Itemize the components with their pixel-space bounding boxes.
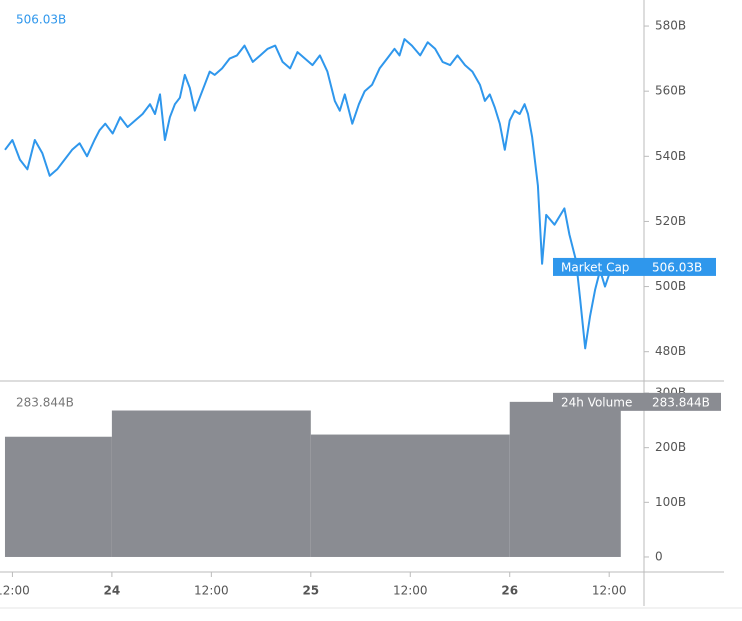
volume-bar [111, 410, 311, 557]
value-tag-value: 506.03B [652, 260, 702, 274]
y-tick-label: 560B [655, 84, 686, 98]
current-value-label: 506.03B [16, 13, 66, 27]
value-tag-value: 283.844B [652, 395, 710, 409]
value-tag [553, 392, 721, 411]
x-tick-label: 12:00 [592, 584, 627, 598]
x-tick-label: 25 [302, 584, 319, 598]
x-tick-label: 12:00 [393, 584, 428, 598]
value-tag-name: Market Cap [561, 260, 629, 274]
value-tag-name: 24h Volume [561, 395, 632, 409]
x-tick-label: 26 [501, 584, 518, 598]
volume-bar [310, 434, 510, 557]
y-tick-label: 520B [655, 214, 686, 228]
y-tick-label: 580B [655, 19, 686, 33]
current-value-label: 283.844B [16, 396, 74, 410]
x-tick-label: 24 [104, 584, 121, 598]
y-tick-label: 100B [655, 495, 686, 509]
volume-bar [509, 401, 621, 557]
y-tick-label: 500B [655, 279, 686, 293]
y-tick-label: 0 [655, 549, 663, 563]
value-tag [553, 257, 716, 276]
y-tick-label: 540B [655, 149, 686, 163]
market-cap-line [4, 38, 613, 350]
y-tick-label: 480B [655, 344, 686, 358]
y-tick-label: 200B [655, 440, 686, 454]
x-tick-label: 12:00 [194, 584, 229, 598]
x-tick-label: 12:00 [0, 584, 30, 598]
volume-bar [4, 436, 112, 557]
